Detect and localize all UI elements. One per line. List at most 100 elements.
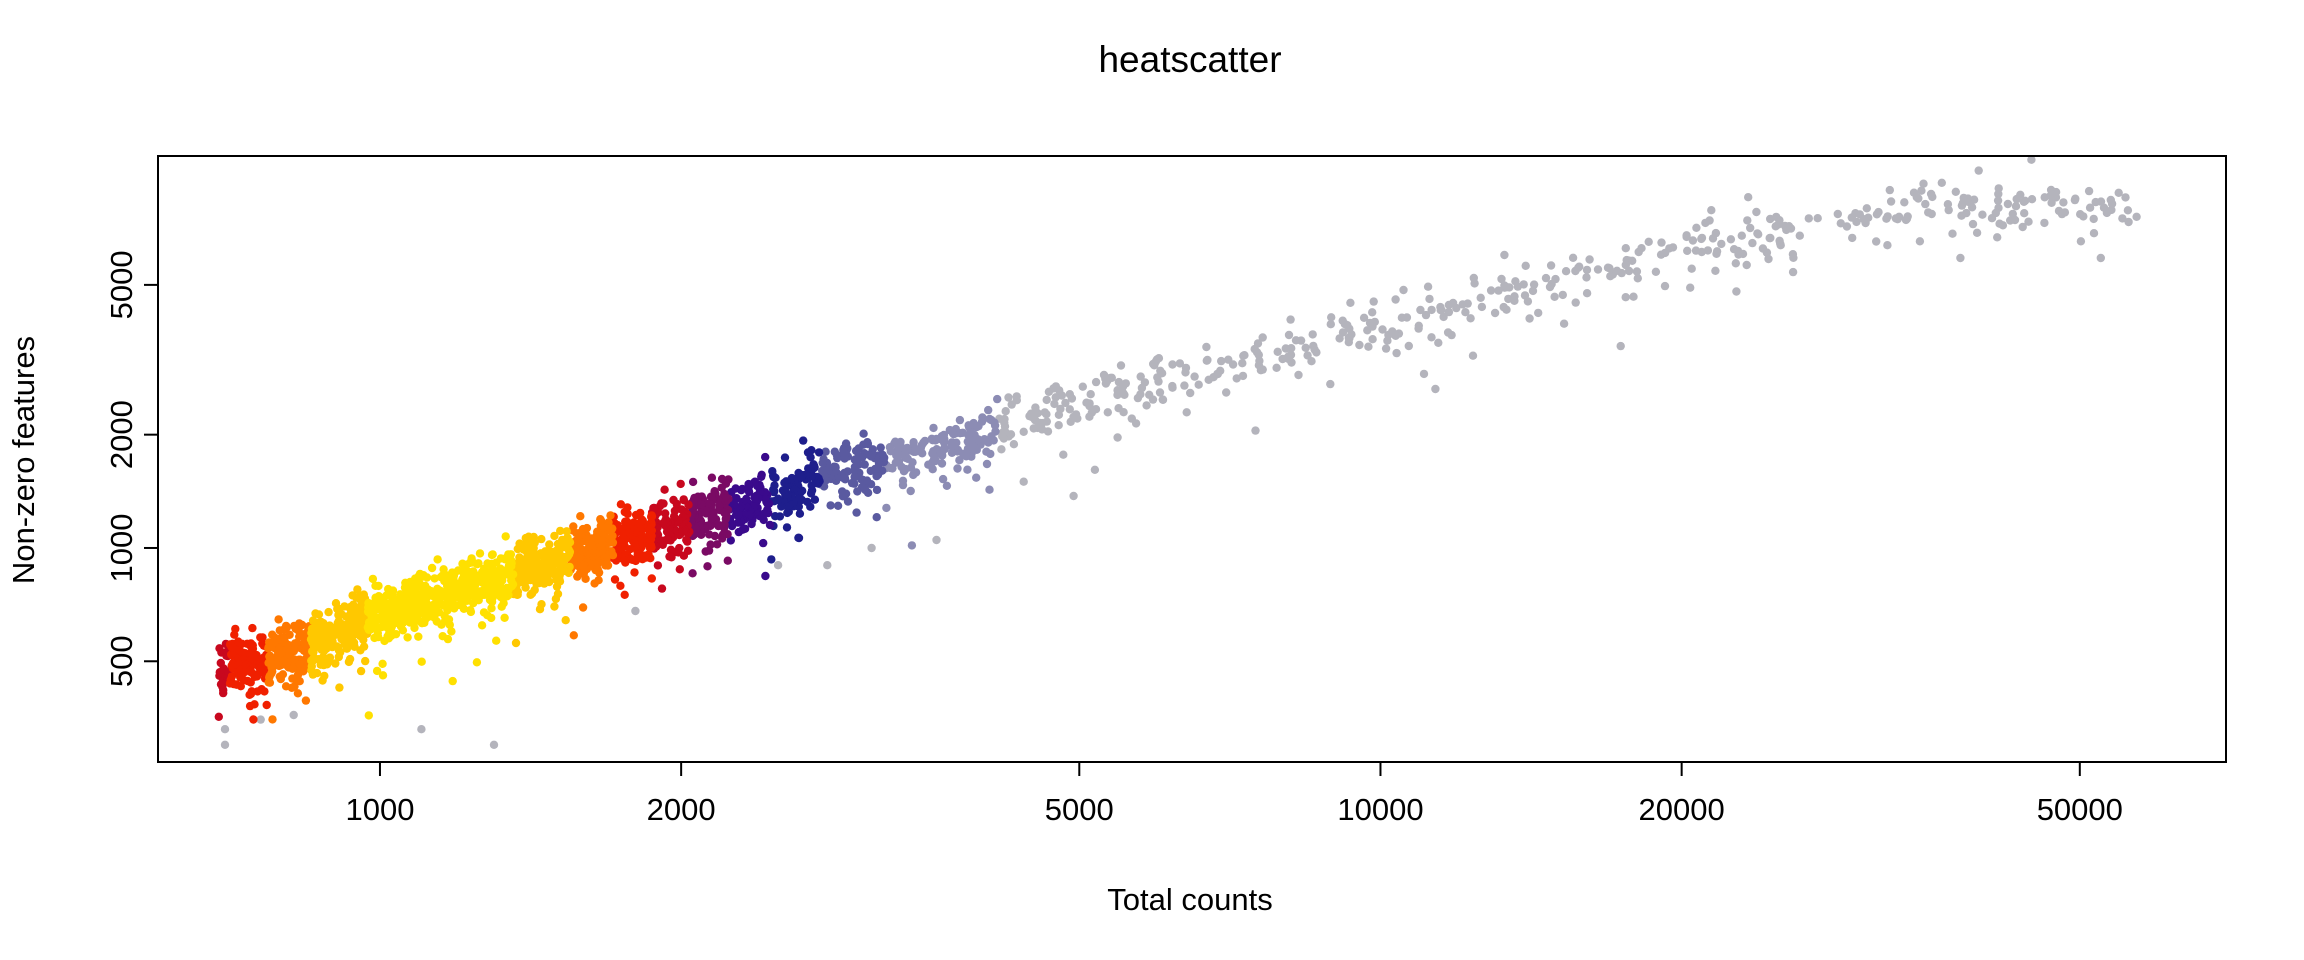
- scatter-point: [727, 488, 736, 497]
- scatter-point: [439, 565, 448, 574]
- scatter-point: [466, 606, 475, 615]
- scatter-point: [826, 501, 835, 510]
- scatter-point: [345, 654, 355, 664]
- scatter-point: [1113, 433, 1122, 442]
- scatter-point: [723, 556, 732, 565]
- scatter-point: [1882, 214, 1891, 223]
- scatter-point: [860, 460, 869, 469]
- scatter-point: [631, 606, 640, 616]
- scatter-point: [573, 572, 582, 581]
- scatter-point: [1059, 450, 1068, 459]
- scatter-point: [1238, 371, 1248, 381]
- scatter-point: [214, 712, 223, 721]
- scatter-point: [1937, 178, 1947, 187]
- scatter-point: [1439, 312, 1448, 322]
- scatter-point: [1683, 246, 1692, 255]
- scatter-point: [1712, 249, 1721, 258]
- scatter-point: [606, 511, 615, 520]
- scatter-point: [621, 517, 630, 526]
- scatter-point: [1391, 295, 1400, 304]
- scatter-point: [1919, 179, 1928, 188]
- scatter-point: [1603, 263, 1613, 272]
- scatter-point: [250, 700, 259, 709]
- scatter-point: [1546, 261, 1556, 270]
- scatter-point: [734, 527, 743, 537]
- scatter-point: [1136, 372, 1145, 381]
- scatter-point: [1091, 377, 1101, 387]
- scatter-point: [1972, 228, 1982, 237]
- scatter-point: [928, 449, 937, 458]
- scatter-point: [320, 671, 329, 681]
- scatter-point: [1606, 272, 1615, 281]
- scatter-point: [1419, 369, 1429, 379]
- scatter-point: [1558, 290, 1568, 300]
- scatter-point: [1443, 328, 1453, 337]
- scatter-point: [1158, 395, 1168, 404]
- x-axis-label: Total counts: [1107, 882, 1272, 917]
- scatter-point: [675, 565, 684, 574]
- scatter-point: [1994, 189, 2003, 199]
- scatter-point: [1660, 281, 1670, 291]
- scatter-point: [2118, 214, 2127, 223]
- scatter-point: [2047, 198, 2056, 207]
- scatter-point: [1701, 218, 1710, 228]
- scatter-point: [1692, 223, 1701, 232]
- scatter-point: [231, 624, 240, 634]
- scatter-point: [1202, 356, 1212, 365]
- scatter-point: [1182, 408, 1191, 417]
- scatter-point: [1634, 247, 1643, 257]
- scatter-point: [1691, 246, 1701, 255]
- scatter-point: [1686, 283, 1695, 292]
- scatter-point: [1500, 250, 1509, 260]
- scatter-point: [872, 513, 881, 522]
- scatter-point: [718, 534, 727, 543]
- scatter-point: [767, 555, 776, 564]
- scatter-point: [1103, 408, 1113, 417]
- scatter-point: [1758, 244, 1768, 253]
- scatter-point: [1943, 200, 1953, 209]
- scatter-point: [1416, 305, 1425, 315]
- scatter-point: [324, 607, 333, 617]
- scatter-point: [885, 443, 895, 452]
- scatter-point: [1957, 211, 1966, 220]
- scatter-point: [1744, 193, 1753, 202]
- scatter-point: [1326, 320, 1336, 329]
- scatter-point: [301, 696, 311, 705]
- scatter-point: [1731, 259, 1741, 268]
- scatter-point: [2089, 214, 2098, 224]
- x-tick-label: 50000: [2037, 792, 2123, 827]
- scatter-point: [513, 544, 522, 554]
- scatter-point: [665, 552, 674, 561]
- scatter-point: [550, 602, 559, 611]
- scatter-point: [1788, 250, 1798, 259]
- scatter-point: [1616, 341, 1625, 351]
- scatter-point: [947, 448, 957, 457]
- scatter-point: [1886, 197, 1896, 206]
- scatter-point: [1813, 214, 1822, 223]
- scatter-point: [1490, 308, 1500, 318]
- scatter-point: [807, 481, 816, 490]
- scatter-point: [1168, 360, 1177, 369]
- scatter-point: [1019, 427, 1028, 436]
- scatter-point: [799, 436, 808, 445]
- scatter-point: [984, 405, 993, 415]
- scatter-point: [497, 602, 506, 611]
- scatter-point: [771, 512, 780, 521]
- scatter-point: [2027, 155, 2036, 164]
- scatter-point: [2059, 198, 2068, 207]
- scatter-point: [256, 715, 265, 724]
- scatter-point: [2003, 199, 2013, 209]
- scatter-point: [336, 648, 345, 657]
- scatter-point: [325, 653, 335, 662]
- scatter-point: [436, 598, 445, 608]
- scatter-point: [1009, 440, 1019, 449]
- scatter-point: [909, 470, 918, 480]
- scatter-point: [561, 616, 570, 625]
- scatter-point: [1061, 398, 1070, 408]
- scatter-point: [458, 559, 467, 568]
- scatter-point: [1051, 393, 1060, 402]
- scatter-point: [314, 610, 324, 619]
- scatter-point: [1978, 210, 1987, 219]
- scatter-point: [447, 627, 456, 636]
